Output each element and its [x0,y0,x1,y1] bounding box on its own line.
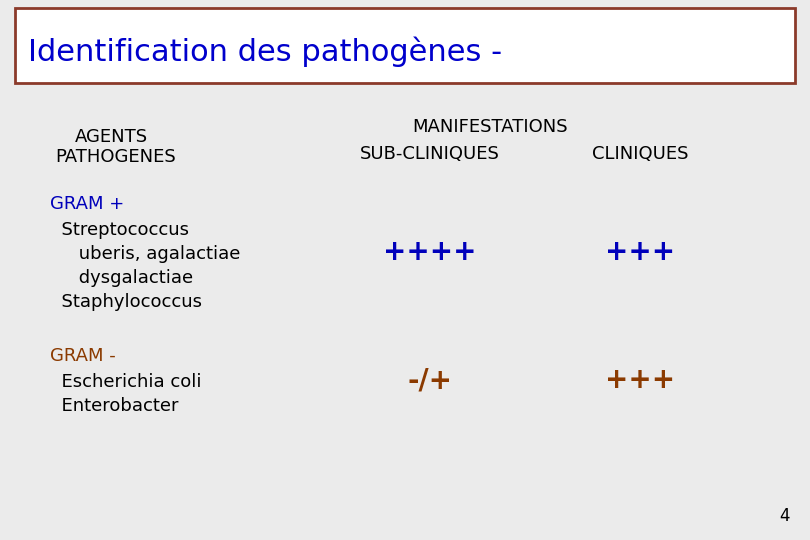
Text: 4: 4 [779,507,790,525]
Text: GRAM -: GRAM - [50,347,116,365]
Text: dysgalactiae: dysgalactiae [50,269,193,287]
Text: AGENTS: AGENTS [75,128,148,146]
Text: Identification des pathogènes -: Identification des pathogènes - [28,37,502,68]
Text: Escherichia coli: Escherichia coli [50,373,202,391]
Text: +++: +++ [605,238,675,266]
Text: CLINIQUES: CLINIQUES [592,145,688,163]
Text: SUB-CLINIQUES: SUB-CLINIQUES [360,145,500,163]
FancyBboxPatch shape [15,8,795,83]
Text: uberis, agalactiae: uberis, agalactiae [50,245,241,263]
Text: MANIFESTATIONS: MANIFESTATIONS [412,118,568,136]
Text: Enterobacter: Enterobacter [50,397,178,415]
Text: Staphylococcus: Staphylococcus [50,293,202,311]
Text: Streptococcus: Streptococcus [50,221,189,239]
Text: -/+: -/+ [407,366,453,394]
Text: GRAM +: GRAM + [50,195,124,213]
Text: PATHOGENES: PATHOGENES [55,148,176,166]
Text: +++: +++ [605,366,675,394]
Text: ++++: ++++ [383,238,477,266]
